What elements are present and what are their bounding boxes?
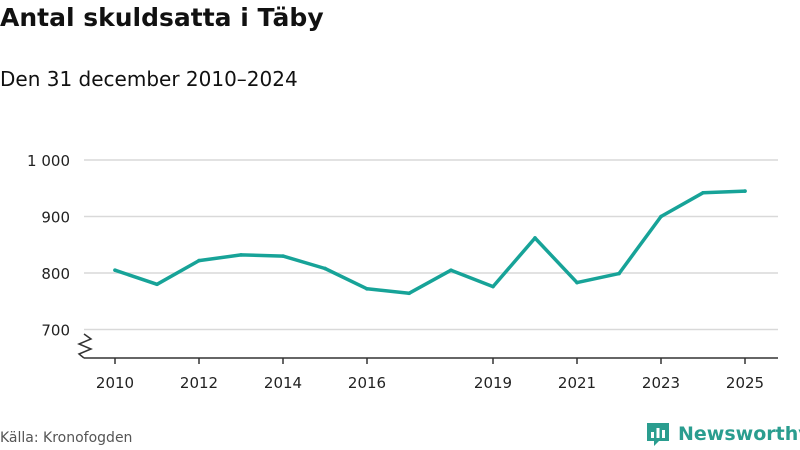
bar-chart-logo-icon bbox=[647, 423, 669, 446]
data-point bbox=[407, 291, 411, 296]
series-line bbox=[113, 189, 747, 296]
data-point bbox=[281, 254, 285, 258]
data-point bbox=[113, 268, 117, 272]
data-point bbox=[743, 189, 747, 193]
y-tick-label: 800 bbox=[41, 265, 70, 283]
x-tick-label: 2012 bbox=[180, 374, 218, 392]
x-axis: 2010 2012 2014 2016 2019 2021 2023 2025 bbox=[77, 333, 778, 392]
x-tick-label: 2014 bbox=[264, 374, 302, 392]
brand-name: Newsworthy bbox=[678, 423, 800, 445]
data-point bbox=[701, 190, 705, 195]
chart-title: Antal skuldsatta i Täby bbox=[0, 3, 324, 32]
data-point bbox=[575, 280, 579, 285]
y-tick-label: 900 bbox=[41, 209, 70, 227]
y-tick-label: 700 bbox=[41, 322, 70, 340]
y-tick-label: 1 000 bbox=[27, 152, 70, 170]
x-tick-label: 2019 bbox=[474, 374, 512, 392]
chart-subtitle: Den 31 december 2010–2024 bbox=[0, 67, 298, 91]
data-point bbox=[155, 282, 159, 287]
brand-logo: Newsworthy bbox=[644, 420, 800, 448]
data-point bbox=[239, 253, 243, 257]
data-point bbox=[617, 271, 621, 276]
axis-break-icon bbox=[77, 333, 93, 359]
y-axis-labels: 700 800 900 1 000 bbox=[27, 152, 70, 340]
data-point bbox=[365, 287, 369, 291]
source-note: Källa: Kronofogden bbox=[0, 430, 133, 446]
x-tick-label: 2025 bbox=[726, 374, 764, 392]
data-point bbox=[323, 266, 327, 271]
data-point bbox=[491, 284, 495, 289]
data-point bbox=[449, 268, 453, 272]
x-tick-label: 2023 bbox=[642, 374, 680, 392]
data-point bbox=[533, 236, 537, 240]
x-tick-label: 2021 bbox=[558, 374, 596, 392]
x-tick-label: 2010 bbox=[96, 374, 134, 392]
x-tick-label: 2016 bbox=[348, 374, 386, 392]
data-point bbox=[659, 214, 663, 219]
grid-lines bbox=[84, 159, 778, 331]
series-layer bbox=[113, 189, 747, 296]
data-point bbox=[197, 258, 201, 263]
